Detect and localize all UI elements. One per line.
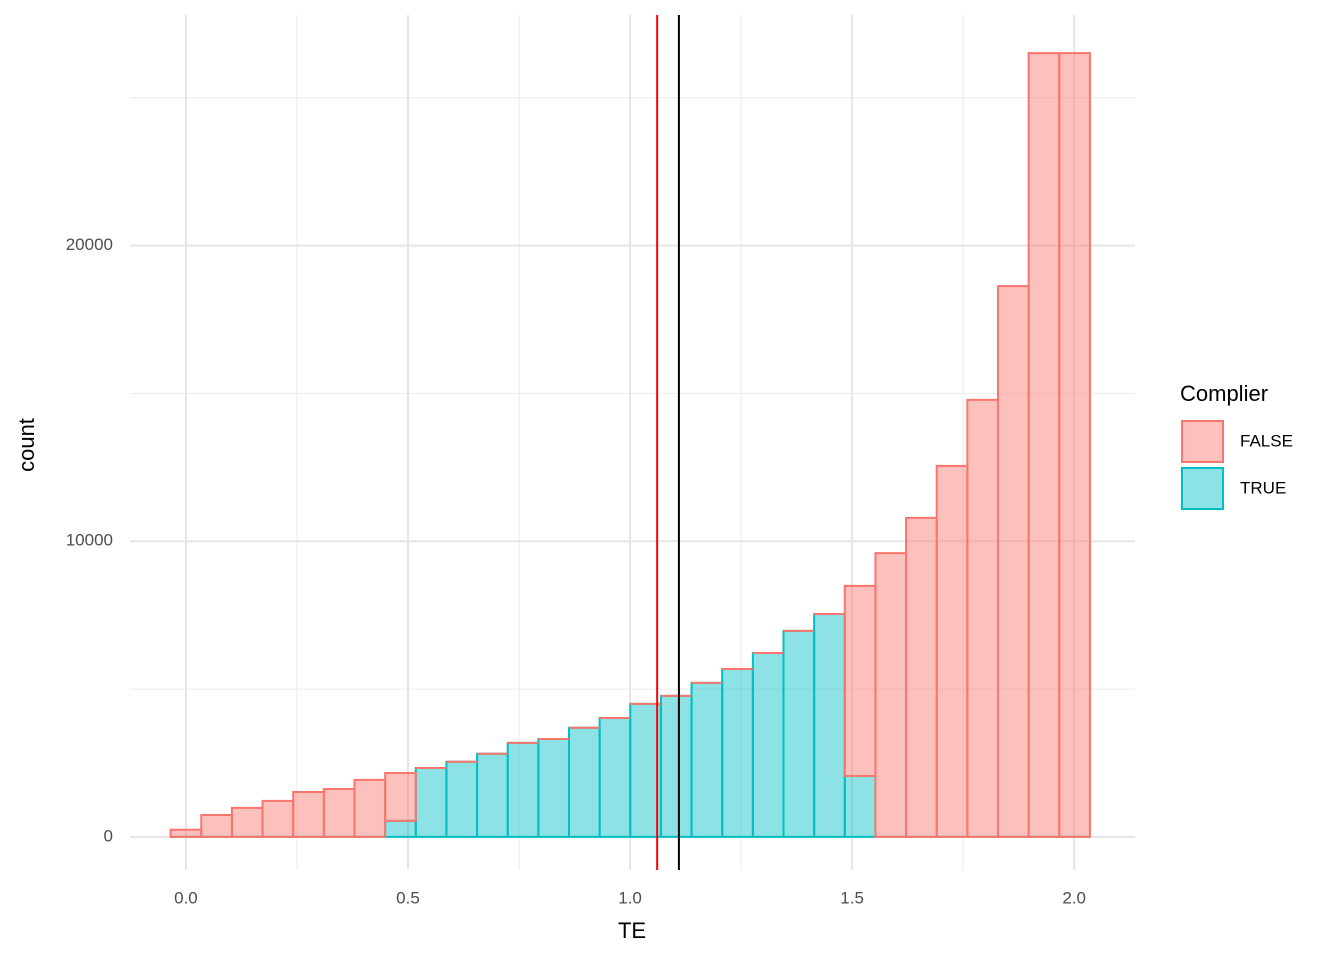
legend-key [1181, 467, 1224, 510]
bar [200, 814, 233, 838]
bar [659, 694, 693, 838]
bar [414, 767, 448, 838]
bar [261, 799, 295, 838]
bar [996, 285, 1030, 838]
bar [322, 787, 356, 838]
bar [1058, 52, 1091, 838]
bar [751, 651, 785, 838]
bar [874, 552, 908, 838]
legend-label: FALSE [1240, 431, 1293, 450]
bar [445, 760, 479, 838]
x-tick-label: 1.5 [840, 888, 864, 907]
x-tick-label: 0.5 [396, 888, 420, 907]
bar [476, 752, 509, 838]
y-tick-label: 0 [104, 826, 113, 845]
bar [506, 741, 540, 838]
y-tick-label: 20000 [66, 235, 113, 254]
bar [353, 778, 387, 838]
bar [537, 738, 570, 838]
bar [384, 819, 417, 838]
bar [1027, 52, 1061, 838]
bar [782, 629, 816, 838]
legend-title: Complier [1180, 381, 1268, 406]
bar [966, 398, 999, 838]
x-axis-label: TE [618, 918, 646, 943]
x-tick-label: 2.0 [1062, 888, 1086, 907]
x-tick-label: 1.0 [618, 888, 642, 907]
bar [292, 790, 325, 838]
x-tick-label: 0.0 [174, 888, 198, 907]
bar [230, 806, 264, 838]
legend-key [1181, 420, 1224, 463]
bar [843, 584, 877, 777]
y-tick-label: 10000 [66, 531, 113, 550]
bar [567, 726, 601, 838]
bar [384, 772, 417, 822]
bar [935, 464, 969, 838]
bar [690, 681, 724, 838]
bar [905, 516, 938, 838]
y-axis-label: count [14, 418, 39, 472]
legend-label: TRUE [1240, 478, 1286, 497]
bar [813, 612, 846, 838]
bar [843, 774, 877, 838]
bar [169, 828, 203, 838]
bar [598, 717, 632, 838]
bar [721, 667, 754, 838]
